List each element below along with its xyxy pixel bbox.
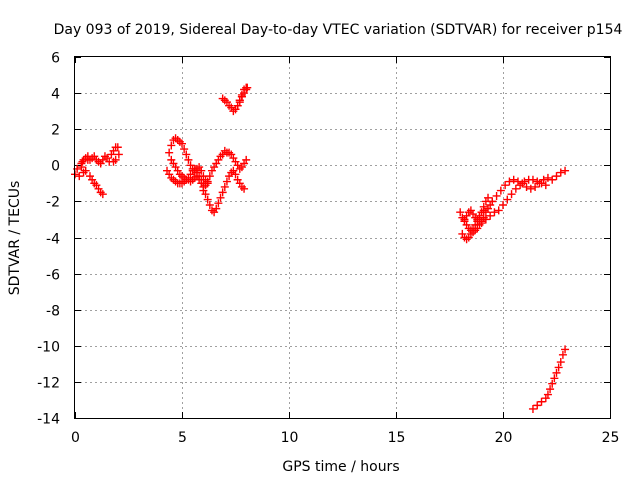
plot-frame xyxy=(74,56,611,419)
data-point xyxy=(165,148,174,157)
data-point xyxy=(558,350,567,359)
data-point xyxy=(184,155,193,164)
data-point xyxy=(456,208,465,217)
data-point xyxy=(98,190,107,199)
data-point xyxy=(242,155,251,164)
data-point xyxy=(494,206,503,215)
data-point xyxy=(552,368,561,377)
x-tick-label: 5 xyxy=(178,430,187,446)
axis-ticks: 0 5 10 15 20 25 -14 -12 -10 -8 -6 -4 -2 0 2 4 6 xyxy=(37,51,619,447)
data-point xyxy=(182,150,191,159)
data-point xyxy=(533,401,542,410)
data-point xyxy=(214,199,223,208)
x-tick-label: 0 xyxy=(71,430,80,446)
data-point xyxy=(197,166,206,175)
data-points xyxy=(71,83,570,413)
grid-lines xyxy=(75,57,610,418)
data-point xyxy=(231,170,240,179)
data-point xyxy=(541,181,550,190)
data-point xyxy=(539,175,548,184)
data-point xyxy=(496,186,505,195)
x-tick-label: 10 xyxy=(281,430,299,446)
data-point xyxy=(528,404,537,413)
data-point xyxy=(511,184,520,193)
data-point xyxy=(109,157,118,166)
data-point xyxy=(526,184,535,193)
data-point xyxy=(243,83,252,92)
y-tick-label: -6 xyxy=(46,268,60,284)
data-point xyxy=(537,397,546,406)
chart-title: Day 093 of 2019, Sidereal Day-to-day VTE… xyxy=(54,22,623,38)
data-point xyxy=(240,184,249,193)
data-point xyxy=(548,379,557,388)
data-point xyxy=(505,177,514,186)
data-point xyxy=(113,143,122,152)
data-point xyxy=(203,195,212,204)
data-point xyxy=(212,204,221,213)
data-point xyxy=(201,190,210,199)
data-point xyxy=(222,177,231,186)
y-tick-label: -4 xyxy=(46,232,60,248)
data-point xyxy=(81,166,90,175)
data-point xyxy=(513,177,522,186)
data-point xyxy=(205,201,214,210)
data-point xyxy=(509,175,518,184)
data-point xyxy=(552,172,561,181)
y-tick-label: 4 xyxy=(51,87,60,103)
y-tick-label: -2 xyxy=(46,195,60,211)
x-tick-label: 20 xyxy=(495,430,513,446)
data-point xyxy=(548,175,557,184)
data-point xyxy=(242,85,251,94)
data-point xyxy=(479,206,488,215)
data-point xyxy=(233,101,242,110)
data-point xyxy=(477,219,486,228)
data-point xyxy=(556,358,565,367)
data-point xyxy=(492,191,501,200)
data-point xyxy=(490,208,499,217)
data-point xyxy=(75,172,84,181)
data-point xyxy=(484,193,493,202)
data-point xyxy=(218,188,227,197)
data-point xyxy=(554,363,563,372)
x-tick-label: 15 xyxy=(388,430,406,446)
data-point xyxy=(518,179,527,188)
y-axis-label: SDTVAR / TECUs xyxy=(7,181,23,296)
data-point xyxy=(556,168,565,177)
data-point xyxy=(507,190,516,199)
data-point xyxy=(220,182,229,191)
data-point xyxy=(550,374,559,383)
data-point xyxy=(531,182,540,191)
data-point xyxy=(528,175,537,184)
data-point xyxy=(203,179,212,188)
data-point xyxy=(488,197,497,206)
data-point xyxy=(180,145,189,154)
data-point xyxy=(499,201,507,210)
data-point xyxy=(535,179,544,188)
data-point xyxy=(561,345,570,354)
y-tick-label: -14 xyxy=(37,412,60,428)
data-point xyxy=(503,195,512,204)
data-point xyxy=(522,182,531,191)
x-tick-label: 25 xyxy=(602,430,620,446)
y-tick-label: -10 xyxy=(37,340,60,356)
data-point xyxy=(543,173,552,182)
x-axis-label: GPS time / hours xyxy=(282,459,399,475)
data-point xyxy=(167,141,176,150)
y-tick-label: -12 xyxy=(37,376,60,392)
data-point xyxy=(546,385,555,394)
data-point xyxy=(216,193,225,202)
data-point xyxy=(486,211,495,220)
data-point xyxy=(114,150,123,159)
data-point xyxy=(481,215,490,224)
y-tick-label: 0 xyxy=(51,159,60,175)
data-point xyxy=(561,166,570,175)
data-point xyxy=(543,390,552,399)
y-tick-label: -8 xyxy=(46,304,60,320)
data-point xyxy=(178,139,186,148)
y-tick-label: 6 xyxy=(51,51,60,67)
y-tick-label: 2 xyxy=(51,123,60,139)
data-point xyxy=(501,181,510,190)
